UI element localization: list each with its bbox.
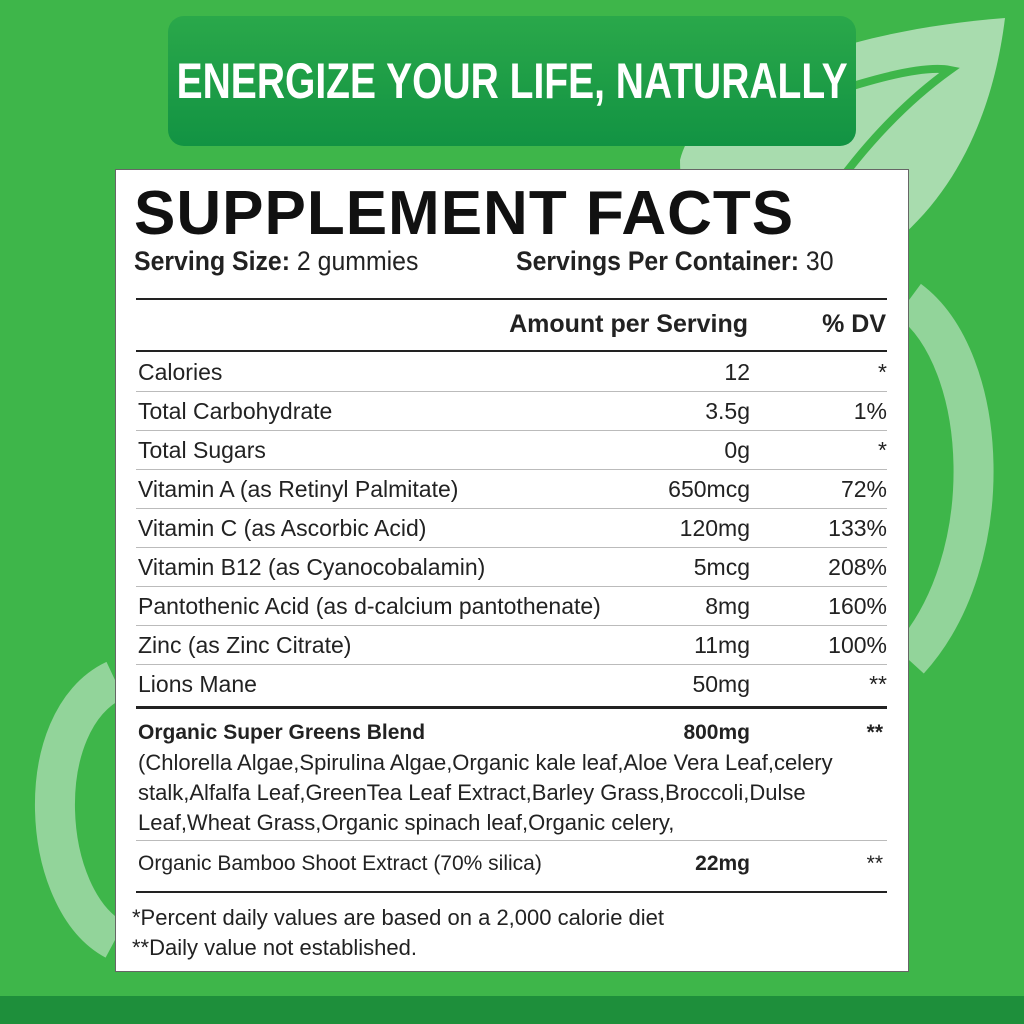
blend-ingredients: (Chlorella Algae,Spirulina Algae,Organic… <box>138 750 833 835</box>
servings-per-container: Servings Per Container: 30 <box>516 246 834 276</box>
serving-size: Serving Size: 2 gummies <box>134 246 419 276</box>
footnote-not-established: **Daily value not established. <box>132 935 417 960</box>
table-row: Vitamin B12 (as Cyanocobalamin) 5mcg 208% <box>136 548 887 587</box>
table-row: Lions Mane 50mg ** <box>138 671 887 697</box>
divider <box>136 891 887 893</box>
footnote-dv: *Percent daily values are based on a 2,0… <box>132 905 665 930</box>
headline-banner: ENERGIZE YOUR LIFE, NATURALLY <box>168 16 856 146</box>
divider <box>136 298 887 300</box>
table-row: Calories 12 * <box>136 353 887 392</box>
headline-text: ENERGIZE YOUR LIFE, NATURALLY <box>176 53 848 109</box>
divider <box>136 706 887 709</box>
table-row: Total Sugars 0g * <box>136 431 887 470</box>
table-row: Pantothenic Acid (as d-calcium pantothen… <box>136 587 887 626</box>
table-row: Vitamin A (as Retinyl Palmitate) 650mcg 72… <box>136 470 887 509</box>
table-row: Zinc (as Zinc Citrate) 11mg 100% <box>136 626 887 665</box>
bottom-strip <box>0 996 1024 1024</box>
divider <box>136 350 887 352</box>
supplement-facts-panel: SUPPLEMENT FACTS Serving Size: 2 gummies… <box>115 169 909 972</box>
dv-header: % DV <box>822 310 886 338</box>
table-row: Vitamin C (as Ascorbic Acid) 120mg 133% <box>136 509 887 548</box>
facts-title: SUPPLEMENT FACTS <box>134 179 795 248</box>
bamboo-row: Organic Bamboo Shoot Extract (70% silica… <box>138 852 883 875</box>
divider <box>136 840 887 841</box>
table-row: Total Carbohydrate 3.5g 1% <box>136 392 887 431</box>
blend-row: Organic Super Greens Blend 800mg ** <box>138 721 883 744</box>
amount-header: Amount per Serving <box>509 310 748 338</box>
